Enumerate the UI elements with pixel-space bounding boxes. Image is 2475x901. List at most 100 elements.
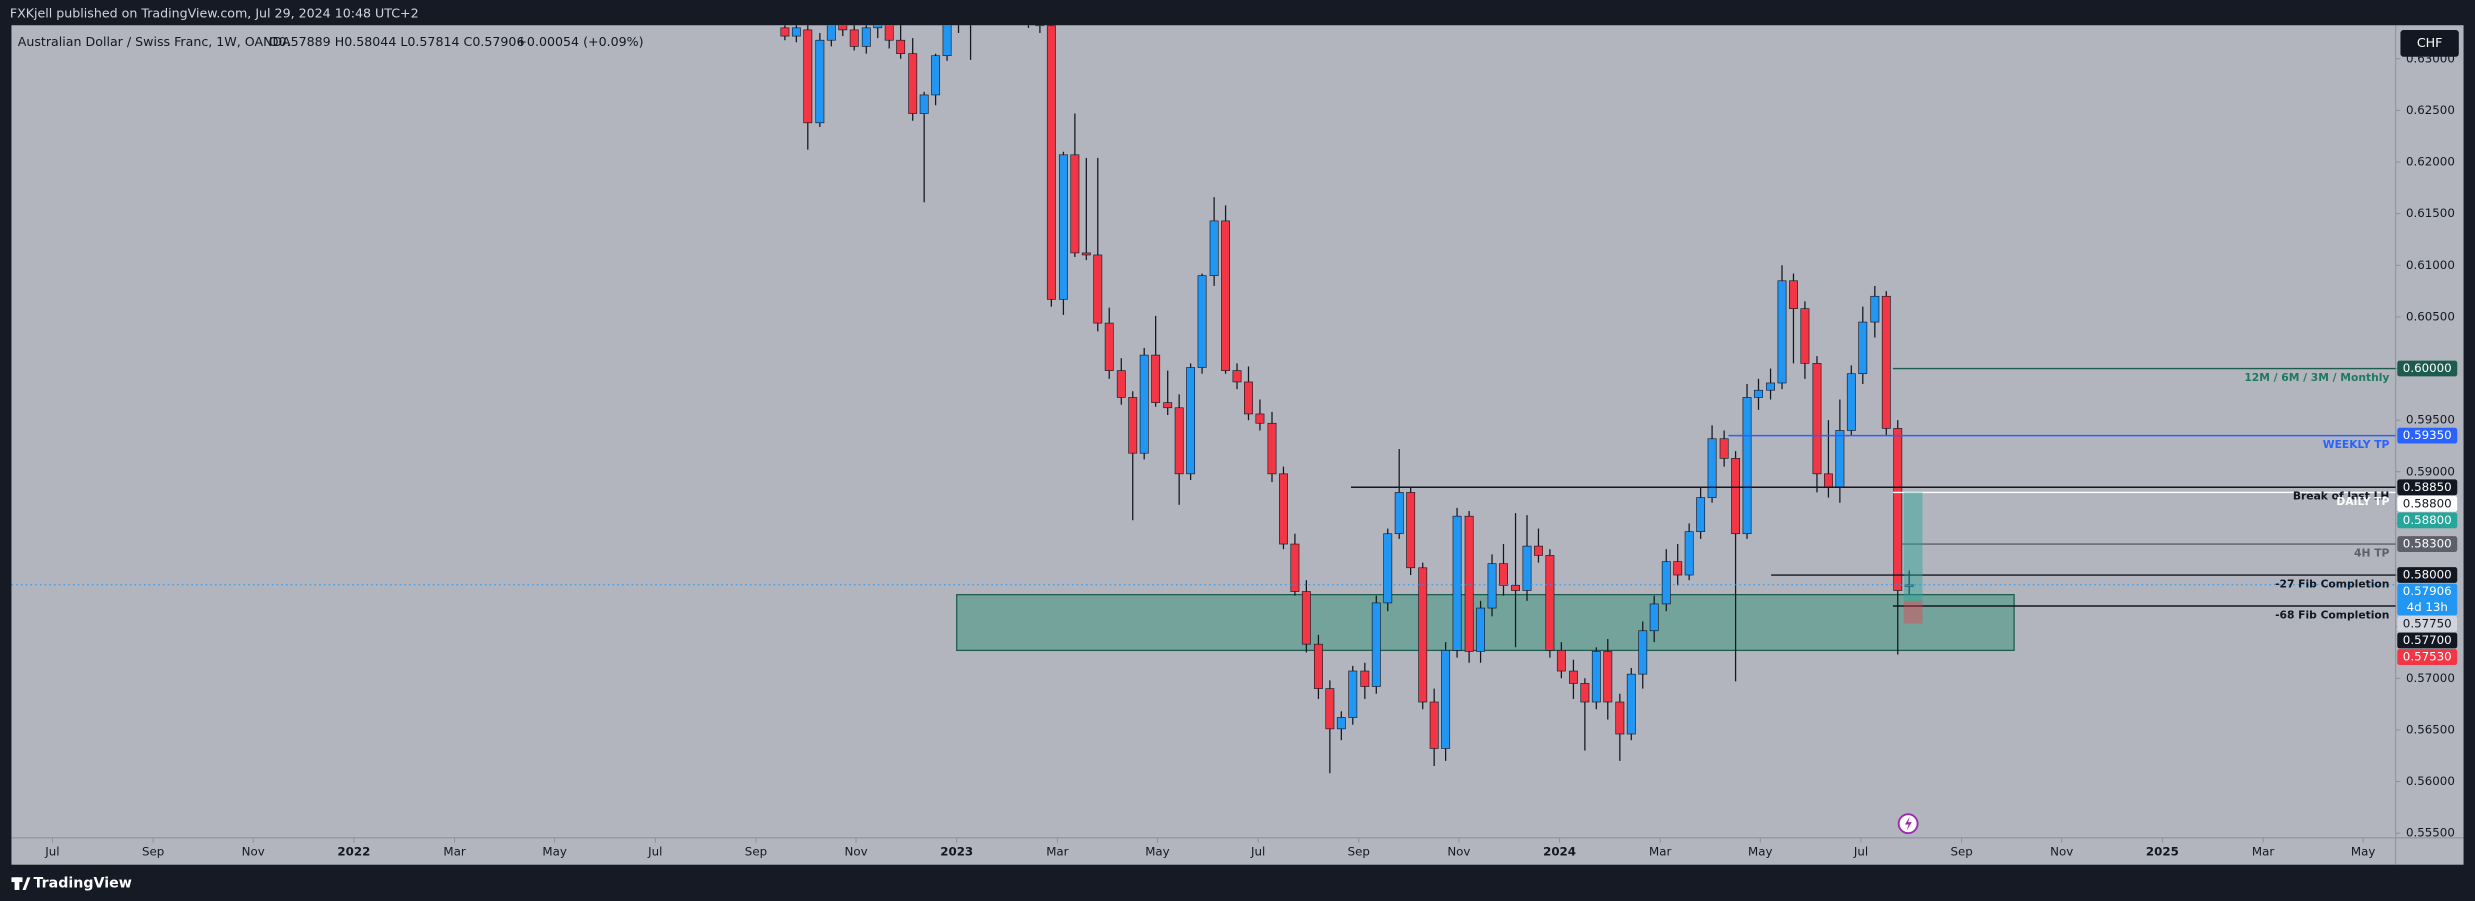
price-badge-label: 0.58850 (2403, 480, 2452, 494)
candle-body (1174, 407, 1184, 475)
candle-body (908, 53, 918, 114)
candle-body (1279, 473, 1288, 545)
candle-body (1163, 402, 1173, 409)
candle-body (942, 25, 952, 57)
price-line-text: 4H TP (2354, 547, 2389, 560)
position-profit (1903, 492, 1923, 601)
price-badge (2397, 479, 2458, 496)
candle-body (1835, 430, 1845, 488)
candle-body (1742, 397, 1752, 535)
price-badge (2397, 567, 2458, 583)
plot (11, 25, 2396, 774)
y-tick-label: 0.56000 (2406, 774, 2455, 788)
candle-body (1139, 354, 1149, 454)
candle-body (1846, 373, 1856, 431)
price-badge (2397, 583, 2458, 616)
candle-body (1325, 688, 1335, 730)
candle-body (1789, 280, 1798, 309)
candle-body (838, 25, 848, 31)
price-badge-label: 0.59350 (2403, 428, 2452, 442)
price-badge-label: 0.58800 (2403, 496, 2452, 510)
x-tick-label: May (2351, 845, 2375, 859)
candle-body (919, 94, 929, 114)
candle-body (1301, 591, 1311, 645)
x-tick-label: Nov (2050, 845, 2073, 859)
candle-body (1881, 295, 1891, 429)
x-tick-label: May (542, 845, 566, 859)
candle-body (1197, 275, 1207, 368)
candle-body (1626, 673, 1636, 735)
candle-body (1151, 354, 1161, 403)
candle-body (896, 39, 906, 54)
price-badge (2397, 616, 2458, 632)
candle-body (1649, 603, 1659, 632)
candle-body (1858, 321, 1868, 375)
candle-body (1511, 585, 1520, 591)
y-tick-label: 0.59500 (2406, 413, 2455, 427)
currency-badge[interactable] (2400, 29, 2459, 57)
candle-body (1766, 382, 1775, 391)
candle-body (1638, 630, 1648, 675)
y-tick-label: 0.61000 (2406, 258, 2455, 272)
price-badge (2397, 649, 2458, 665)
candle-body (1441, 650, 1451, 749)
x-tick-label: Sep (745, 845, 767, 859)
candle-body (1499, 563, 1508, 586)
candle-body (1313, 643, 1323, 689)
alert-icon[interactable] (1897, 813, 1919, 835)
candle-body (849, 29, 859, 47)
x-tick-label: May (1145, 845, 1169, 859)
candle-body (1904, 584, 1914, 587)
candle-body (1070, 154, 1080, 254)
candle-body (1290, 543, 1300, 592)
candle-body (1603, 651, 1613, 703)
candle-body (1046, 25, 1056, 300)
tv-logo (11, 877, 31, 890)
candle-body (1116, 370, 1126, 398)
x-tick-label: Mar (1046, 845, 1068, 859)
price-line-text: 12M / 6M / 3M / Monthly (2244, 371, 2389, 384)
currency-label: CHF (2417, 35, 2443, 50)
y-tick-label: 0.61500 (2406, 206, 2455, 220)
candle-body (780, 27, 790, 37)
price-badge (2397, 427, 2458, 444)
candle-body (873, 25, 883, 29)
price-badge-label: 0.57700 (2403, 633, 2452, 647)
candle-body (1058, 154, 1068, 300)
candle-body (1812, 363, 1822, 475)
price-badge-label: 0.58800 (2403, 513, 2452, 527)
candle-body (1104, 322, 1114, 371)
candle-body (1870, 295, 1880, 323)
price-badge (2397, 495, 2458, 512)
candle-body (803, 29, 813, 124)
price-badge-label: 0.57530 (2403, 650, 2452, 664)
price-badge-label: 0.57906 (2403, 584, 2452, 598)
candle-body (826, 25, 836, 41)
price-badge-label: 0.60000 (2403, 361, 2452, 375)
candle-body (1371, 602, 1381, 687)
publisher-line: FXKjell published on TradingView.com, Ju… (10, 6, 419, 21)
x-tick-label: Nov (1447, 845, 1470, 859)
y-tick-label: 0.55500 (2406, 826, 2455, 840)
candle-body (1406, 492, 1416, 569)
x-tick-label: Jul (647, 845, 662, 859)
candle-body (1731, 458, 1741, 535)
price-badge-label: 0.57750 (2403, 616, 2452, 630)
candle-body (1591, 651, 1601, 703)
candle-body (1534, 545, 1543, 556)
price-badge (2397, 512, 2458, 529)
x-tick-label: Sep (1951, 845, 1973, 859)
candle-body (1186, 367, 1196, 475)
x-tick-label: Mar (2252, 845, 2274, 859)
candle-body (1209, 220, 1219, 276)
candle-body (1336, 717, 1346, 730)
candle-body (884, 25, 894, 41)
candle-body (1580, 683, 1590, 703)
y-tick-label: 0.56500 (2406, 722, 2455, 736)
candle-body (1696, 497, 1706, 532)
candle-body (1255, 413, 1265, 424)
y-tick-label: 0.63000 (2406, 51, 2455, 65)
y-tick-label: 0.62500 (2406, 103, 2455, 117)
x-tick-label: Nov (242, 845, 265, 859)
